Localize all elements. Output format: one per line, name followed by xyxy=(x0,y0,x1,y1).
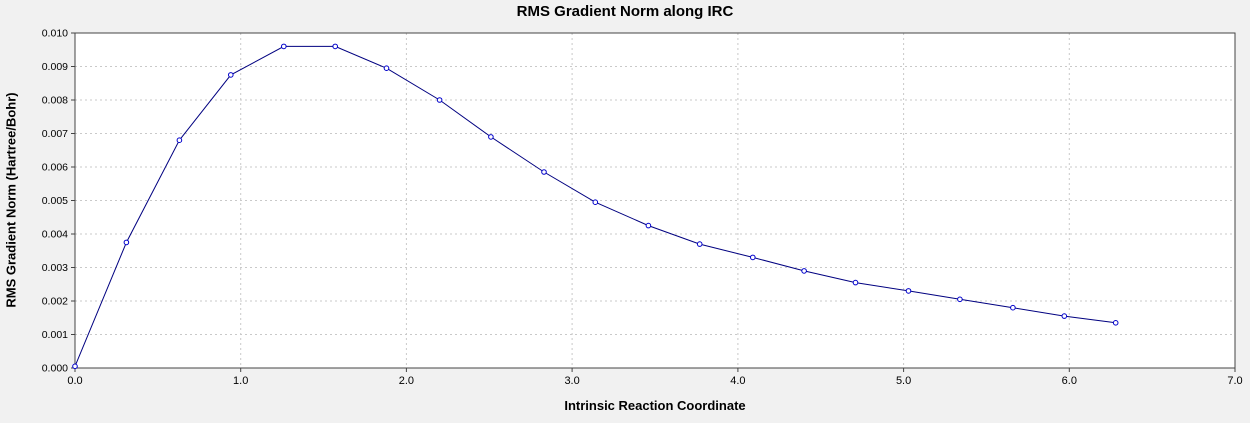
data-point-marker[interactable] xyxy=(72,363,78,370)
x-tick-label: 2.0 xyxy=(399,375,414,387)
x-tick-label: 1.0 xyxy=(233,375,248,387)
y-tick-label: 0.003 xyxy=(42,262,68,274)
data-point-marker[interactable] xyxy=(696,241,703,247)
data-point-marker[interactable] xyxy=(592,199,599,205)
y-tick-label: 0.004 xyxy=(42,229,68,241)
y-tick-label: 0.002 xyxy=(42,296,68,308)
data-point-marker[interactable] xyxy=(1061,313,1068,319)
x-tick-label: 5.0 xyxy=(896,375,911,387)
x-tick-label: 6.0 xyxy=(1062,375,1077,387)
x-tick-label: 4.0 xyxy=(730,375,745,387)
data-point-marker[interactable] xyxy=(281,43,287,50)
data-point-marker[interactable] xyxy=(383,65,390,71)
data-point-marker[interactable] xyxy=(176,137,183,143)
data-point-marker[interactable] xyxy=(1112,320,1119,326)
y-axis-label: RMS Gradient Norm (Hartree/Bohr) xyxy=(3,92,19,308)
y-tick-label: 0.009 xyxy=(42,61,68,73)
data-point-marker[interactable] xyxy=(750,254,756,261)
y-tick-label: 0.005 xyxy=(42,195,68,207)
x-tick-label: 0.0 xyxy=(67,375,82,387)
data-point-marker[interactable] xyxy=(1010,304,1016,311)
data-point-marker[interactable] xyxy=(957,296,963,303)
data-point-marker[interactable] xyxy=(332,43,339,50)
y-tick-label: 0.001 xyxy=(42,329,68,341)
y-tick-label: 0.006 xyxy=(42,162,68,174)
y-tick-label: 0.007 xyxy=(42,128,68,140)
data-point-marker[interactable] xyxy=(436,97,443,103)
data-point-marker[interactable] xyxy=(228,72,234,78)
x-axis-label: Intrinsic Reaction Coordinate xyxy=(564,398,746,413)
data-point-marker[interactable] xyxy=(123,239,130,246)
data-point-marker[interactable] xyxy=(905,288,912,294)
data-point-marker[interactable] xyxy=(852,279,859,286)
y-tick-label: 0.000 xyxy=(42,363,68,375)
y-tick-label: 0.010 xyxy=(42,28,68,40)
data-point-marker[interactable] xyxy=(645,222,652,229)
data-point-marker[interactable] xyxy=(541,169,547,175)
x-tick-label: 7.0 xyxy=(1227,375,1242,387)
x-tick-label: 3.0 xyxy=(564,375,579,387)
y-tick-label: 0.008 xyxy=(42,95,68,107)
data-point-marker[interactable] xyxy=(801,268,807,274)
chart-title: RMS Gradient Norm along IRC xyxy=(516,3,734,20)
data-point-marker[interactable] xyxy=(488,134,494,140)
